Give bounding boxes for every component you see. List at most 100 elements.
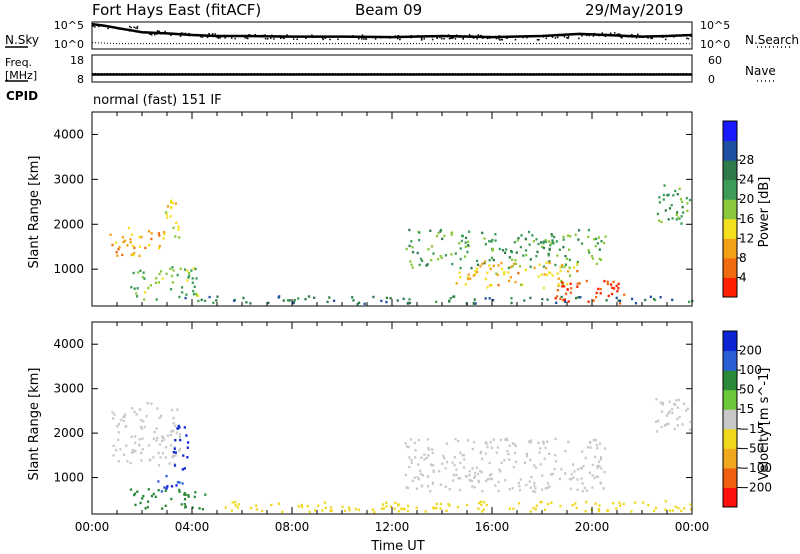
power-cell: [175, 221, 178, 224]
power-cell: [542, 286, 545, 290]
nsky-point: [190, 34, 192, 36]
velocity-cell: [603, 447, 607, 450]
velocity-cell: [157, 464, 161, 467]
nsky-point: [104, 25, 106, 27]
velocity-cell: [149, 458, 152, 461]
power-cell: [681, 200, 684, 203]
velocity-cell: [150, 402, 153, 405]
nsky-point: [567, 37, 569, 40]
velocity-cell: [457, 439, 460, 443]
velocity-cell: [462, 454, 466, 457]
power-colorbar: 4 8 12 16 20 24 28: [722, 120, 754, 298]
power-cell: [293, 299, 296, 302]
power-cell: [570, 287, 573, 290]
velocity-cell: [550, 473, 553, 476]
velocity-cell: [170, 444, 173, 447]
power-cell: [459, 257, 462, 261]
velocity-cell: [400, 507, 403, 510]
velocity-cell: [417, 463, 420, 466]
power-cell: [282, 299, 285, 302]
velocity-cell: [479, 500, 483, 503]
velocity-cell: [564, 450, 567, 453]
velocity-cell: [136, 490, 139, 493]
velocity-cell: [172, 422, 175, 425]
power-cell: [157, 232, 160, 235]
freq-unit-label: [MHz]: [5, 69, 37, 82]
velocity-cell: [431, 451, 434, 455]
nsearch-label: N.Search: [745, 33, 799, 47]
power-cell: [436, 257, 440, 261]
cpid-label: CPID: [6, 89, 38, 103]
velocity-cell: [615, 507, 618, 510]
nsky-point: [470, 35, 473, 37]
velocity-cell: [413, 441, 416, 445]
power-cell: [631, 297, 634, 301]
power-cell: [524, 237, 527, 241]
velocity-cell: [676, 406, 679, 409]
velocity-cell: [198, 507, 201, 510]
power-cell: [187, 276, 190, 279]
nsky-point: [122, 28, 125, 31]
power-cell: [432, 252, 435, 255]
power-cell: [450, 253, 453, 256]
power-cell: [488, 297, 491, 300]
velocity-cell: [157, 480, 160, 483]
velocity-cell: [194, 491, 197, 494]
nsky-point: [269, 37, 272, 40]
power-cell: [158, 247, 161, 250]
velocity-ytick-label: 1000: [53, 471, 84, 485]
velocity-cell: [141, 448, 144, 451]
power-cell: [542, 246, 545, 250]
power-cell: [124, 239, 127, 242]
power-colorbar-tick-label: 8: [739, 251, 747, 265]
velocity-colorbar-swatch: [723, 487, 737, 508]
velocity-cell: [490, 477, 494, 481]
velocity-cell: [595, 475, 598, 478]
power-cell: [548, 260, 551, 263]
velocity-cell: [486, 445, 489, 449]
velocity-cell: [186, 456, 189, 459]
power-cell: [481, 231, 484, 235]
freq-panel: 18 8 60 0: [5, 54, 775, 86]
power-cell: [466, 250, 469, 254]
velocity-cell: [397, 504, 400, 507]
power-panel: 1000 2000 3000 4000: [53, 111, 694, 307]
nsky-point: [448, 37, 451, 40]
nsky-point: [246, 37, 248, 39]
nsky-point: [271, 34, 273, 37]
power-cell: [577, 296, 580, 299]
power-cell: [675, 218, 678, 221]
power-cell: [461, 234, 464, 237]
nsky-point: [97, 25, 100, 28]
velocity-cell: [477, 479, 480, 483]
velocity-cell: [230, 509, 233, 512]
nsky-point: [556, 36, 559, 39]
nsearch-tick-right: 10^0: [700, 38, 730, 51]
x-axis-label: Time UT: [370, 539, 424, 554]
power-cell: [405, 247, 408, 251]
velocity-cell: [407, 504, 410, 508]
velocity-cell: [600, 467, 603, 470]
power-cell: [563, 265, 566, 269]
nsky-point: [566, 36, 568, 39]
velocity-cell: [187, 441, 190, 444]
power-cell: [541, 298, 544, 301]
velocity-cell: [185, 434, 188, 437]
power-cell: [538, 263, 541, 266]
nsky-point: [563, 36, 566, 38]
power-cell: [525, 253, 528, 257]
power-cell: [286, 299, 290, 302]
power-cell: [483, 261, 486, 265]
velocity-cell: [173, 464, 177, 467]
velocity-cell: [559, 504, 562, 508]
nsky-point: [604, 35, 607, 38]
velocity-cell: [183, 493, 186, 496]
power-cell: [605, 299, 608, 302]
x-tick-label: 00:00: [675, 520, 710, 534]
power-cell: [522, 254, 525, 257]
power-cell: [587, 235, 590, 239]
nave-tick-right: 60: [708, 54, 722, 67]
velocity-cell: [567, 440, 570, 444]
velocity-cell: [533, 484, 536, 487]
